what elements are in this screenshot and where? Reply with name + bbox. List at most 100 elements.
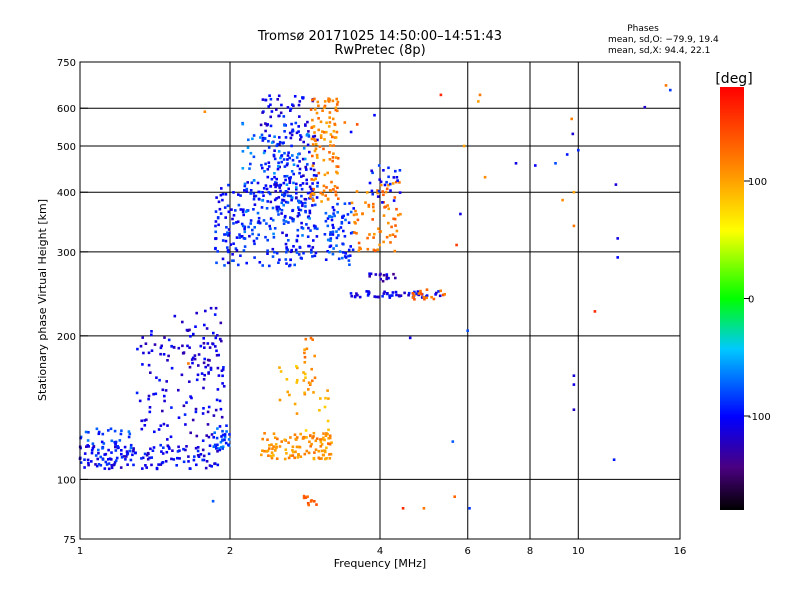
data-point	[264, 184, 268, 187]
data-point	[113, 440, 116, 444]
data-point	[222, 366, 225, 369]
data-point	[348, 263, 351, 266]
plot-frame	[79, 61, 681, 540]
data-point	[192, 458, 196, 462]
data-point	[311, 379, 314, 383]
data-point	[417, 293, 420, 297]
data-point	[241, 210, 245, 214]
data-point	[293, 95, 297, 98]
data-point	[87, 461, 90, 465]
data-point	[365, 191, 369, 194]
data-point	[311, 164, 315, 168]
data-point	[220, 415, 224, 419]
data-point	[201, 458, 204, 462]
data-point	[268, 224, 271, 228]
data-point	[79, 461, 83, 464]
data-point	[285, 452, 288, 455]
data-point	[328, 453, 331, 456]
data-point	[274, 446, 278, 450]
data-point	[312, 162, 315, 165]
data-point	[385, 277, 388, 281]
data-point	[128, 449, 132, 453]
data-point	[143, 419, 146, 422]
data-point	[120, 429, 123, 432]
data-point	[227, 183, 230, 187]
data-point	[200, 372, 204, 375]
data-point	[129, 446, 133, 450]
data-point	[430, 295, 433, 299]
data-point	[195, 434, 199, 438]
data-point	[273, 183, 276, 186]
data-point	[394, 180, 398, 184]
data-point	[272, 432, 276, 435]
data-point	[225, 233, 229, 236]
data-point	[315, 111, 319, 115]
data-point	[191, 418, 195, 422]
data-point	[335, 244, 338, 247]
data-point	[216, 427, 219, 430]
data-point	[425, 296, 428, 300]
data-point	[206, 363, 210, 367]
data-point	[313, 254, 317, 258]
data-point	[328, 116, 331, 119]
data-point	[283, 191, 286, 195]
data-point	[333, 185, 337, 188]
data-point	[203, 323, 206, 327]
data-point	[265, 124, 269, 127]
data-point	[128, 432, 132, 436]
data-point	[314, 142, 318, 146]
data-point	[371, 171, 374, 175]
data-point	[318, 145, 322, 148]
data-point	[329, 233, 332, 236]
data-point	[317, 456, 321, 460]
y-tick-label: 100	[57, 475, 76, 486]
data-point	[306, 495, 309, 498]
data-point	[339, 226, 343, 229]
data-point	[399, 212, 402, 216]
data-point	[378, 230, 382, 233]
data-point	[313, 138, 316, 141]
data-point	[243, 230, 247, 234]
data-point	[177, 388, 180, 392]
data-point	[382, 240, 385, 244]
data-point	[301, 227, 305, 230]
data-point	[331, 159, 334, 163]
data-point	[326, 217, 330, 220]
data-point	[278, 186, 281, 189]
data-point	[271, 247, 275, 251]
data-point	[99, 455, 102, 459]
data-point	[196, 373, 200, 377]
phases-o-stats: mean, sd,O: −79.9, 19.4	[608, 35, 719, 45]
data-point	[222, 385, 226, 388]
data-point	[278, 366, 281, 369]
data-point	[289, 176, 292, 179]
data-point	[320, 457, 323, 460]
data-point	[289, 250, 293, 254]
data-point	[194, 407, 198, 411]
data-point	[276, 142, 279, 146]
data-point	[85, 445, 88, 448]
data-point	[173, 314, 177, 318]
data-point	[381, 295, 384, 298]
data-point	[205, 460, 209, 463]
data-point	[313, 131, 316, 134]
data-point	[394, 224, 397, 227]
data-point	[247, 138, 250, 142]
data-point	[238, 236, 242, 239]
data-point	[264, 162, 267, 166]
data-point	[379, 183, 383, 187]
data-point	[322, 453, 325, 457]
data-point	[425, 294, 429, 297]
data-point	[281, 193, 284, 196]
data-point	[163, 399, 166, 403]
data-point	[150, 333, 153, 337]
data-point	[386, 204, 389, 207]
data-point	[221, 445, 225, 448]
data-point	[296, 214, 300, 218]
data-point	[413, 290, 416, 294]
data-point	[284, 136, 288, 139]
data-point	[343, 202, 347, 205]
data-point	[309, 382, 312, 385]
data-point	[352, 207, 355, 210]
data-point	[304, 201, 307, 205]
